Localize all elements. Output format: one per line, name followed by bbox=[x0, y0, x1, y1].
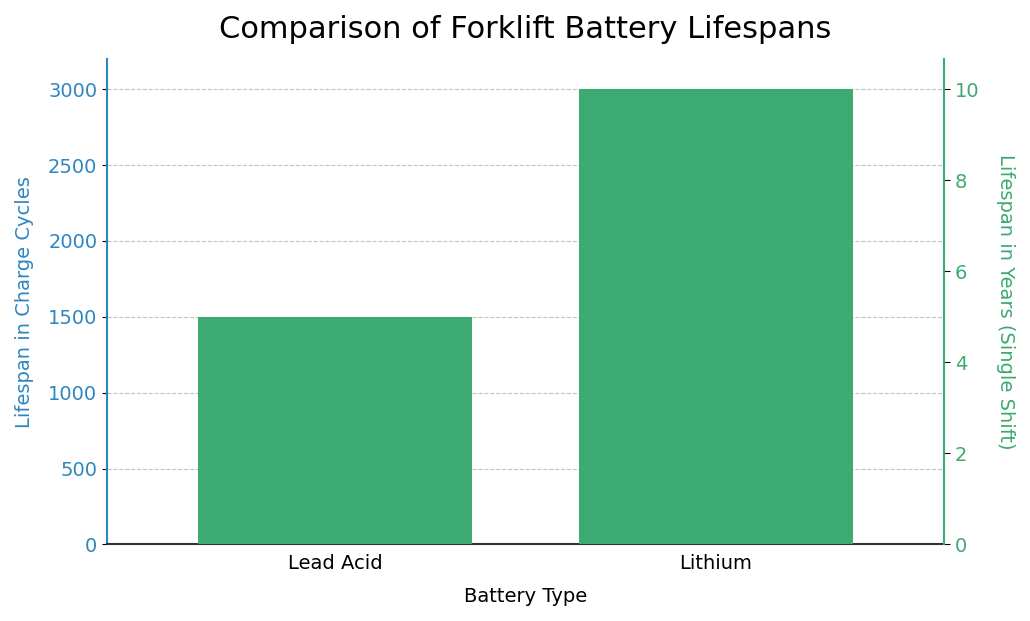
Title: Comparison of Forklift Battery Lifespans: Comparison of Forklift Battery Lifespans bbox=[219, 15, 832, 44]
Y-axis label: Lifespan in Charge Cycles: Lifespan in Charge Cycles bbox=[15, 176, 34, 427]
X-axis label: Battery Type: Battery Type bbox=[464, 587, 587, 606]
Bar bbox=[579, 89, 853, 545]
Y-axis label: Lifespan in Years (Single Shift): Lifespan in Years (Single Shift) bbox=[996, 154, 1015, 450]
Bar bbox=[199, 317, 473, 545]
